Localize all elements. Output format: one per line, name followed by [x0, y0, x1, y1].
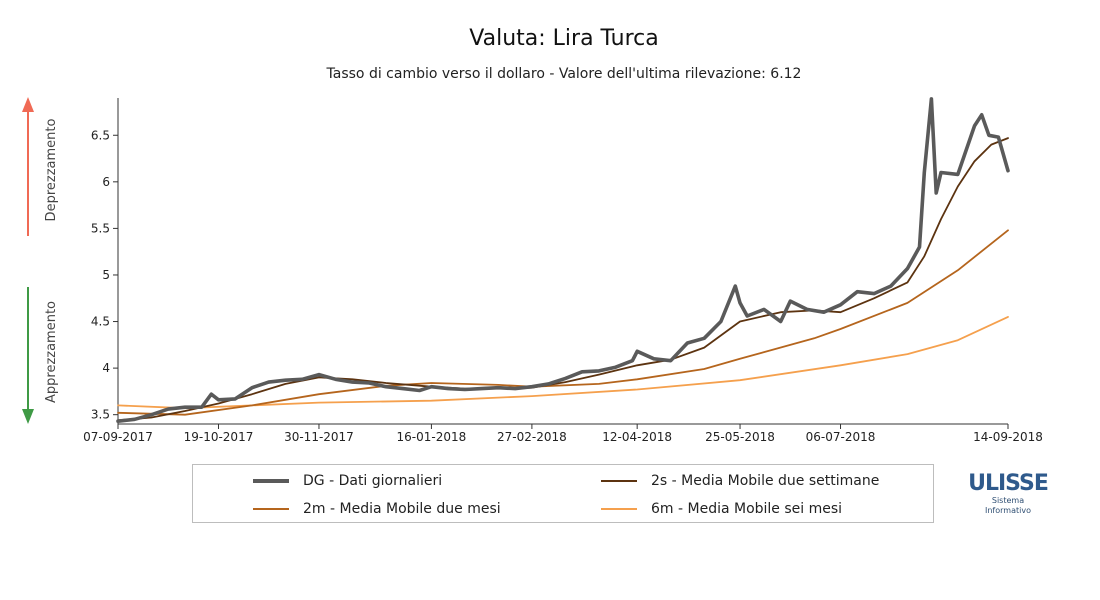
- series-layer: [116, 97, 1010, 423]
- y-tick-label: 3.5: [91, 408, 110, 422]
- series-line-m2: [117, 229, 1009, 416]
- y-tick-label: 4.5: [91, 315, 110, 329]
- y-tick-label: 5: [102, 268, 110, 282]
- appreciation-label: Apprezzamento: [44, 301, 59, 403]
- y-tick-label: 6: [102, 175, 110, 189]
- chart-axes: 3.5 4 4.5 5 5.5 6 6.5 07-09-2017 19-10-2017 30-11…: [83, 98, 1043, 444]
- x-tick-label: 30-11-2017: [284, 430, 354, 444]
- legend-swatch-dg: [253, 479, 289, 483]
- legend-item-m6: 6m - Media Mobile sei mesi: [601, 501, 842, 517]
- x-tick-label: 14-09-2018: [973, 430, 1043, 444]
- legend-item-s2: 2s - Media Mobile due settimane: [601, 473, 879, 489]
- legend-swatch-m6: [601, 508, 637, 510]
- series-line-dg: [116, 97, 1010, 423]
- y-tick-label: 5.5: [91, 221, 110, 235]
- logo-subtitle-line1: Sistema: [991, 496, 1025, 505]
- series-line-m6: [117, 316, 1009, 410]
- ulisse-logo: ULISSE Sistema Informativo: [968, 471, 1049, 516]
- y-tick-label: 6.5: [91, 128, 110, 142]
- x-tick-label: 06-07-2018: [806, 430, 876, 444]
- x-tick-label: 27-02-2018: [497, 430, 567, 444]
- trend-arrows: [22, 97, 34, 424]
- legend-item-m2: 2m - Media Mobile due mesi: [253, 501, 501, 517]
- logo-word: ULISSE: [968, 471, 1049, 496]
- series-line-s2: [117, 137, 1009, 422]
- legend-label-m6: 6m - Media Mobile sei mesi: [651, 501, 843, 517]
- x-tick-label: 19-10-2017: [184, 430, 254, 444]
- legend-label-s2: 2s - Media Mobile due settimane: [651, 473, 880, 489]
- legend-label-m2: 2m - Media Mobile due mesi: [303, 501, 501, 517]
- x-tick-label: 25-05-2018: [705, 430, 775, 444]
- x-tick-label: 16-01-2018: [397, 430, 467, 444]
- legend-swatch-s2: [601, 480, 637, 482]
- legend-label-dg: DG - Dati giornalieri: [303, 473, 443, 489]
- y-tick-label: 4: [102, 361, 110, 375]
- x-tick-label: 12-04-2018: [602, 430, 672, 444]
- x-tick-label: 07-09-2017: [83, 430, 153, 444]
- exchange-rate-chart: Deprezzamento Apprezzamento 3.5 4 4.5 5 5.5 6…: [22, 97, 1043, 444]
- appreciation-arrow-head: [22, 409, 34, 424]
- page-title: Valuta: Lira Turca: [469, 26, 659, 51]
- logo-subtitle-line2: Informativo: [985, 506, 1031, 515]
- depreciation-arrow-head: [22, 97, 34, 112]
- depreciation-label: Deprezzamento: [44, 119, 59, 222]
- chart-legend: DG - Dati giornalieri 2s - Media Mobile …: [192, 464, 934, 523]
- legend-item-dg: DG - Dati giornalieri: [253, 473, 442, 489]
- chart-subtitle: Tasso di cambio verso il dollaro - Valor…: [326, 66, 802, 82]
- legend-swatch-m2: [253, 508, 289, 510]
